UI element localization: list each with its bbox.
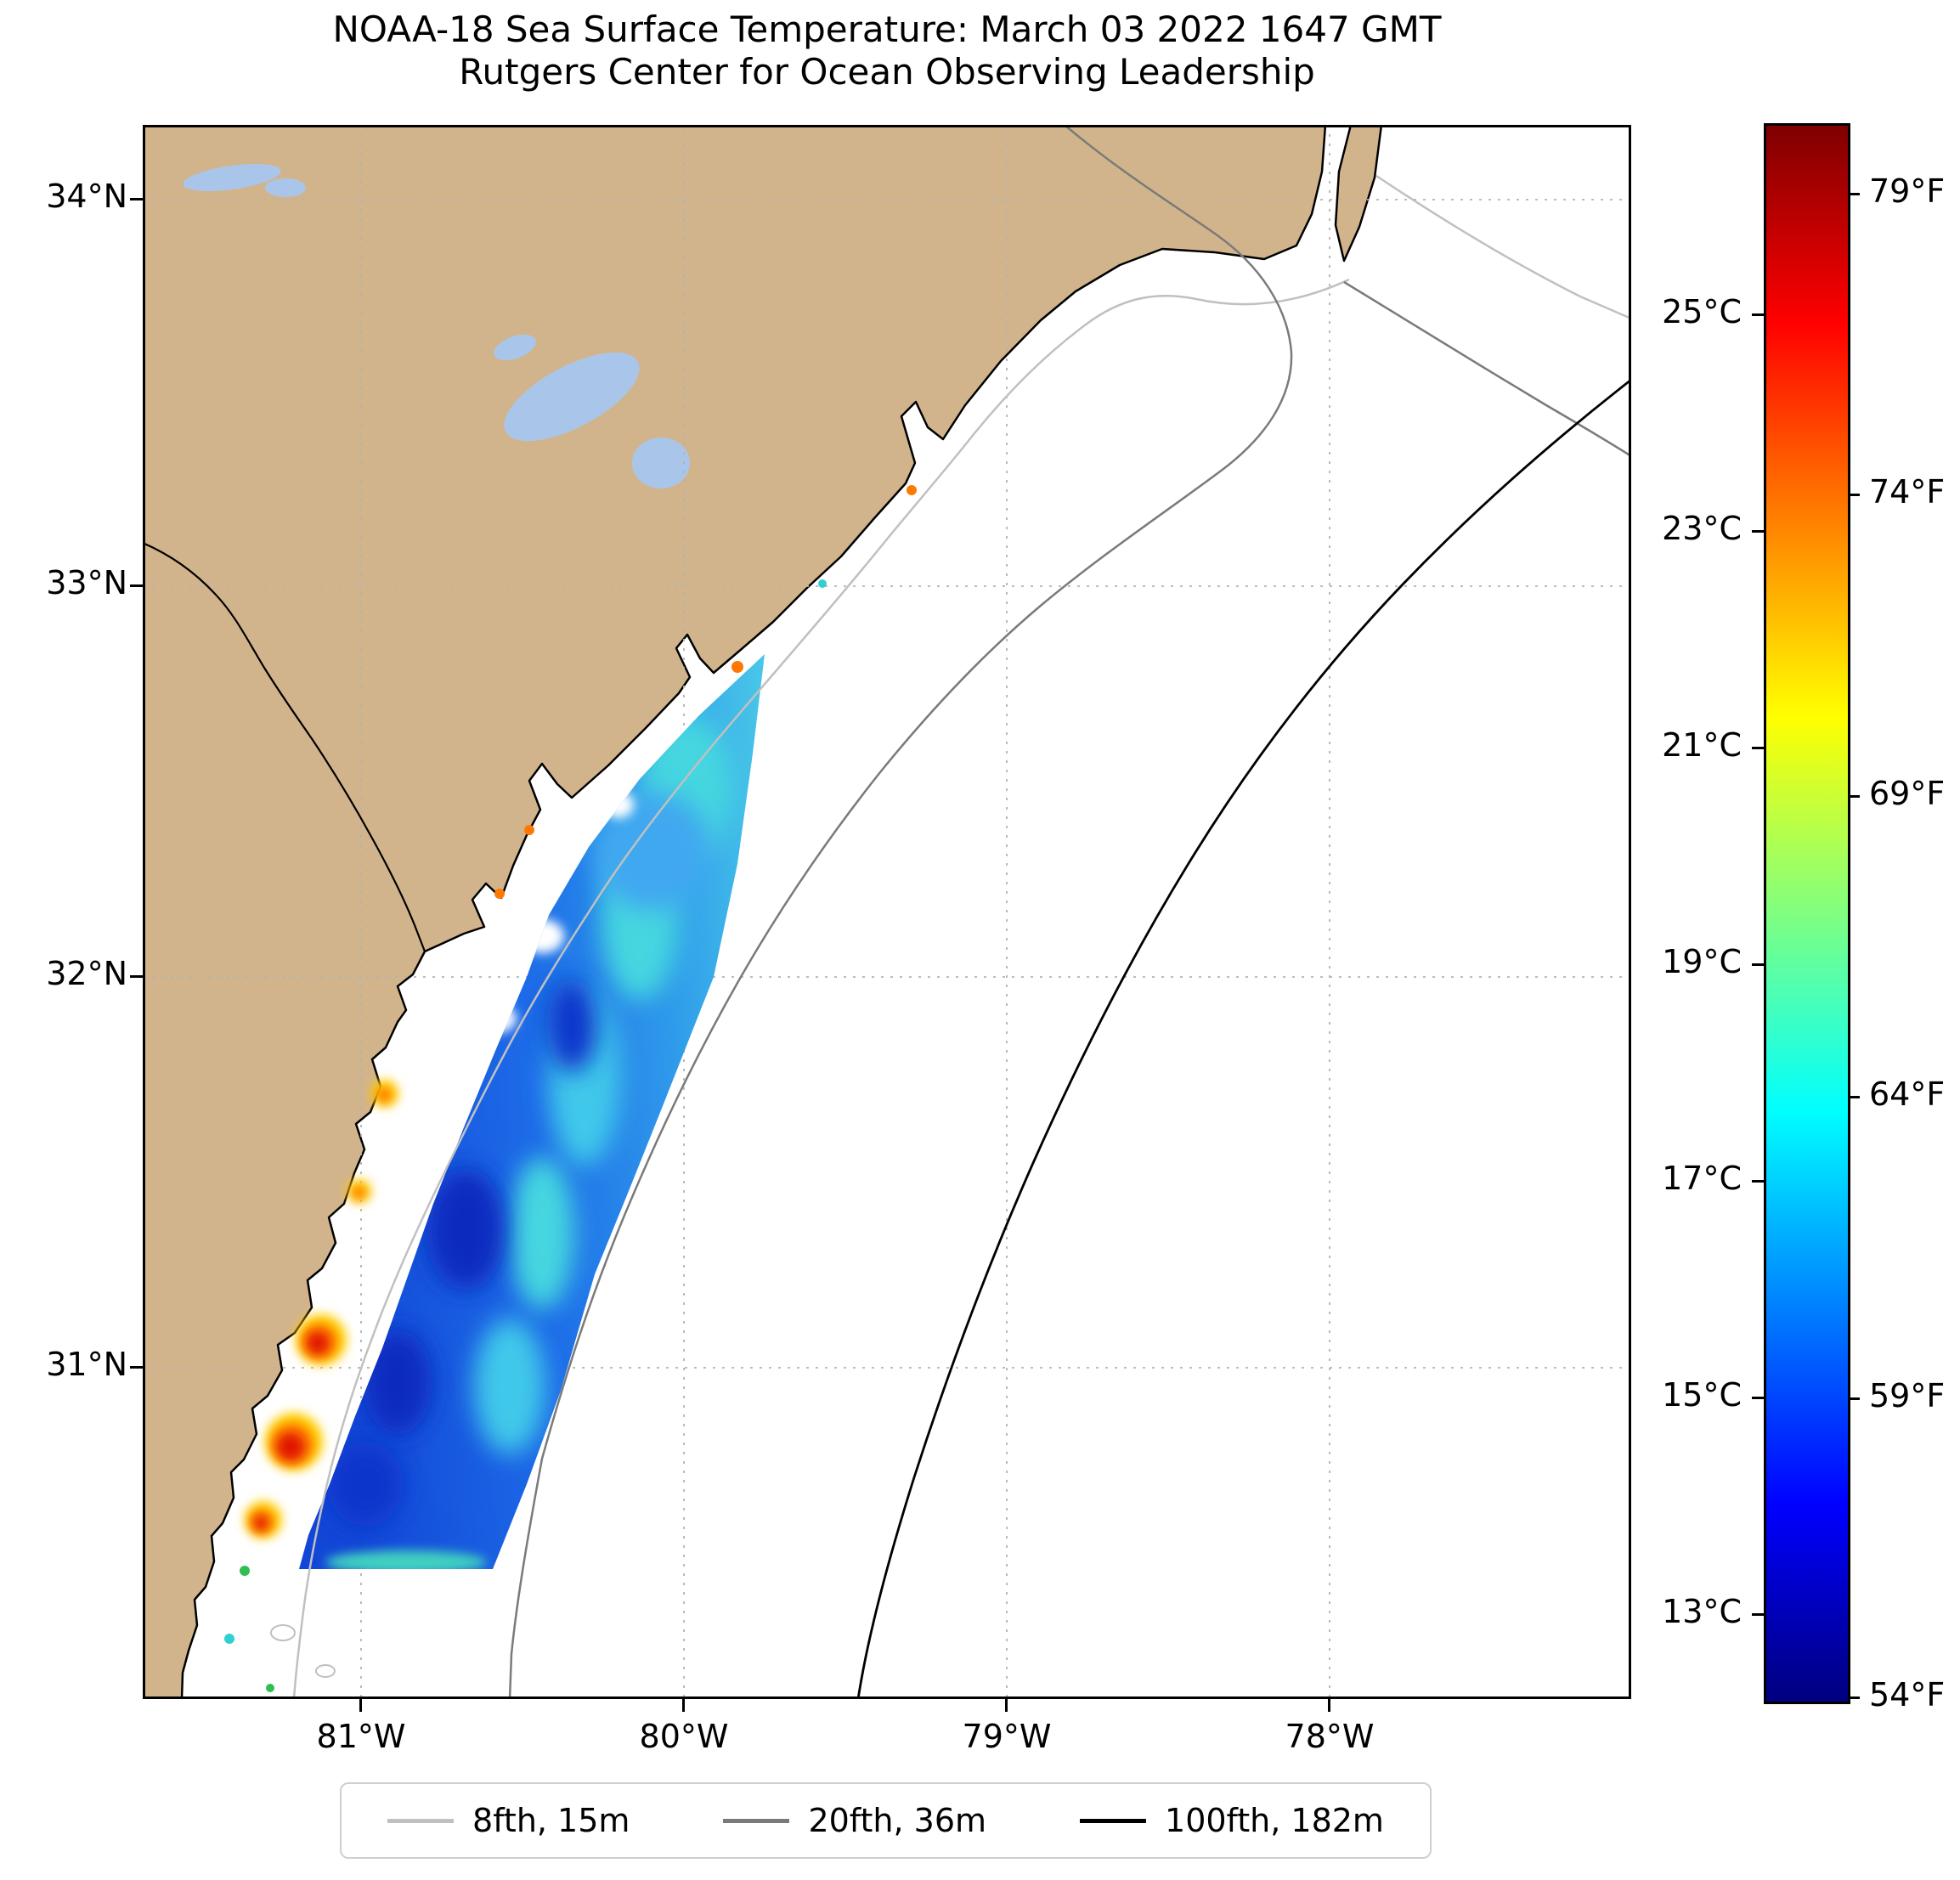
title-block: NOAA-18 Sea Surface Temperature: March 0… [143,8,1631,93]
lake [494,334,536,361]
y-tick-label: 33°N [46,564,127,601]
x-axis-tick [1005,1699,1008,1712]
legend-item: 20fth, 36m [723,1802,986,1839]
colorbar-label-celsius: 15°C [1662,1376,1742,1414]
colorbar [1764,123,1850,1704]
colorbar-label-celsius: 23°C [1662,510,1742,547]
lake [504,352,640,442]
legend-label: 100fth, 182m [1165,1802,1384,1839]
colorbar-tick-celsius [1752,747,1764,749]
y-axis-tick [130,198,143,200]
river-boundary [143,541,426,952]
legend-item: 8fth, 15m [387,1802,630,1839]
legend-line-2 [1080,1818,1147,1823]
lake [632,438,690,488]
colorbar-label-celsius: 17°C [1662,1160,1742,1197]
colorbar-label-fahrenheit: 74°F [1869,473,1946,511]
land-cape-spit [1334,125,1383,263]
colorbar-label-fahrenheit: 59°F [1869,1377,1946,1414]
colorbar-gradient [1766,126,1848,1702]
x-tick-label: 79°W [962,1718,1052,1755]
x-axis-tick [682,1699,685,1712]
map-frame [143,125,1631,1699]
map-svg [143,125,1631,1699]
x-tick-label: 80°W [639,1718,729,1755]
colorbar-tick-celsius [1752,313,1764,316]
colorbar-tick-celsius [1752,1397,1764,1399]
colorbar-tick-celsius [1752,530,1764,533]
x-tick-label: 81°W [316,1718,406,1755]
legend-line-0 [387,1818,455,1823]
colorbar-tick-fahrenheit [1848,1397,1860,1400]
colorbar-label-fahrenheit: 54°F [1869,1676,1946,1713]
colorbar-label-celsius: 19°C [1662,943,1742,980]
y-tick-label: 31°N [46,1346,127,1383]
colorbar-tick-fahrenheit [1848,1096,1860,1098]
legend: 8fth, 15m 20fth, 36m 100fth, 182m [340,1782,1432,1859]
colorbar-tick-fahrenheit [1848,193,1860,195]
colorbar-label-fahrenheit: 64°F [1869,1075,1946,1113]
title-line-1: NOAA-18 Sea Surface Temperature: March 0… [332,8,1442,50]
x-axis-tick [359,1699,362,1712]
warm-nearshore-patches [224,485,917,1692]
legend-label: 8fth, 15m [472,1802,630,1839]
depth-contour-8fth-ne [1375,174,1631,320]
depth-contour-100fth [856,378,1631,1699]
lake [265,178,306,197]
colorbar-label-celsius: 25°C [1662,293,1742,330]
colorbar-tick-celsius [1752,1180,1764,1183]
colorbar-label-celsius: 13°C [1662,1593,1742,1630]
depth-contour-20fth-ne [1343,280,1631,458]
colorbar-label-fahrenheit: 69°F [1869,775,1946,812]
depth-contour-8fth [292,278,1350,1699]
legend-item: 100fth, 182m [1080,1802,1384,1839]
lakes [183,163,690,488]
y-tick-label: 34°N [46,178,127,215]
lake [183,163,281,192]
colorbar-tick-fahrenheit [1848,795,1860,798]
depth-contour-20fth [508,125,1293,1699]
colorbar-label-celsius: 21°C [1662,726,1742,764]
land [143,125,1327,1699]
y-axis-tick [130,584,143,587]
contour-loops [270,1624,336,1678]
x-tick-label: 78°W [1285,1718,1375,1755]
colorbar-tick-fahrenheit [1848,494,1860,496]
colorbar-tick-celsius [1752,963,1764,966]
colorbar-tick-fahrenheit [1848,1697,1860,1699]
y-axis-tick [130,975,143,978]
colorbar-tick-celsius [1752,1613,1764,1616]
title-line-2: Rutgers Center for Ocean Observing Leade… [459,50,1315,93]
y-axis-tick [130,1366,143,1369]
legend-label: 20fth, 36m [808,1802,987,1839]
legend-line-1 [723,1818,790,1823]
x-axis-tick [1328,1699,1330,1712]
y-tick-label: 32°N [46,955,127,992]
colorbar-label-fahrenheit: 79°F [1869,172,1946,210]
